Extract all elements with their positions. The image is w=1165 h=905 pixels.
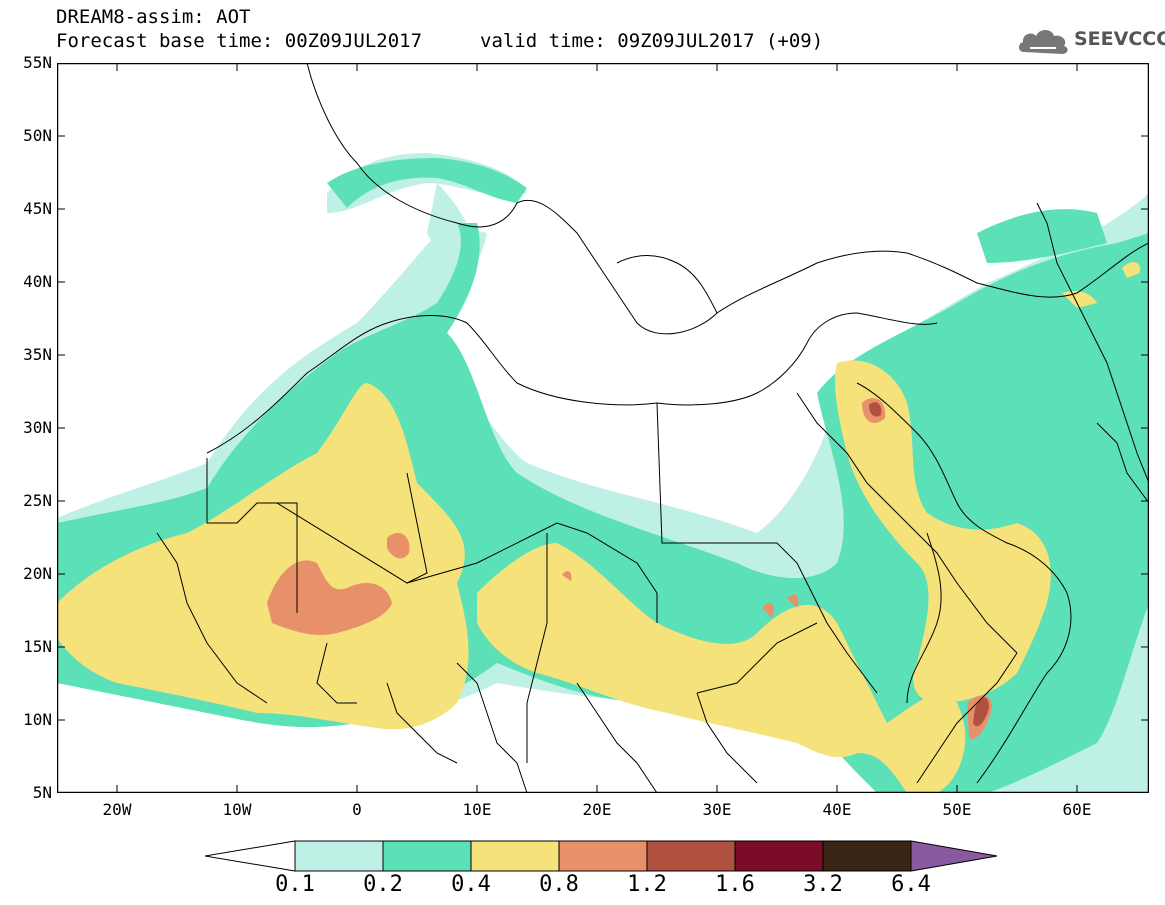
lon-label: 10W [222, 800, 252, 819]
lat-label: 15N [23, 637, 52, 656]
colorbar-label: 0.4 [451, 872, 491, 897]
colorbar-right-arrow [910, 840, 998, 872]
cloud-icon [1018, 30, 1068, 54]
lon-label: 50E [942, 800, 972, 819]
lat-label: 25N [23, 491, 52, 510]
colorbar-segment [734, 840, 824, 872]
aot-band-0.4 [57, 261, 1141, 793]
logo-text: SEEVCCC [1074, 28, 1165, 50]
lon-label: 0 [352, 800, 362, 819]
colorbar-segment [558, 840, 648, 872]
tick-marks [57, 63, 1149, 793]
lon-label: 20W [102, 800, 132, 819]
lat-label: 5N [32, 783, 52, 802]
lon-label: 60E [1062, 800, 1092, 819]
title-line-1: DREAM8-assim: AOT [56, 6, 251, 28]
aot-band-1.2 [869, 402, 989, 727]
colorbar-segment [822, 840, 912, 872]
lat-label: 40N [23, 272, 52, 291]
lat-label: 10N [23, 710, 52, 729]
colorbar-label: 1.6 [715, 872, 755, 897]
colorbar-label: 1.2 [627, 872, 667, 897]
lon-label: 40E [822, 800, 852, 819]
colorbar-label: 0.1 [275, 872, 315, 897]
colorbar-label: 0.2 [363, 872, 403, 897]
colorbar [205, 840, 998, 872]
lat-label: 35N [23, 345, 52, 364]
lat-label: 45N [23, 199, 52, 218]
lat-label: 20N [23, 564, 52, 583]
lon-label: 30E [702, 800, 732, 819]
valid-time: valid time: 09Z09JUL2017 (+09) [480, 30, 824, 52]
colorbar-label: 6.4 [891, 872, 931, 897]
colorbar-left-arrow [205, 840, 296, 872]
lon-label: 10E [462, 800, 492, 819]
colorbar-label: 0.8 [539, 872, 579, 897]
lat-label: 30N [23, 418, 52, 437]
seevccc-logo: SEEVCCC [1016, 24, 1165, 58]
colorbar-label: 3.2 [803, 872, 843, 897]
colorbar-segment [646, 840, 736, 872]
lat-label: 55N [23, 53, 52, 72]
aot-band-0.8 [267, 398, 992, 739]
aot-map [57, 63, 1149, 793]
colorbar-segment [382, 840, 472, 872]
lat-label: 50N [23, 126, 52, 145]
lon-label: 20E [582, 800, 612, 819]
colorbar-segment [294, 840, 384, 872]
title-line-2: Forecast base time: 00Z09JUL2017 [56, 30, 423, 52]
colorbar-segment [470, 840, 560, 872]
borders [156, 63, 1149, 793]
